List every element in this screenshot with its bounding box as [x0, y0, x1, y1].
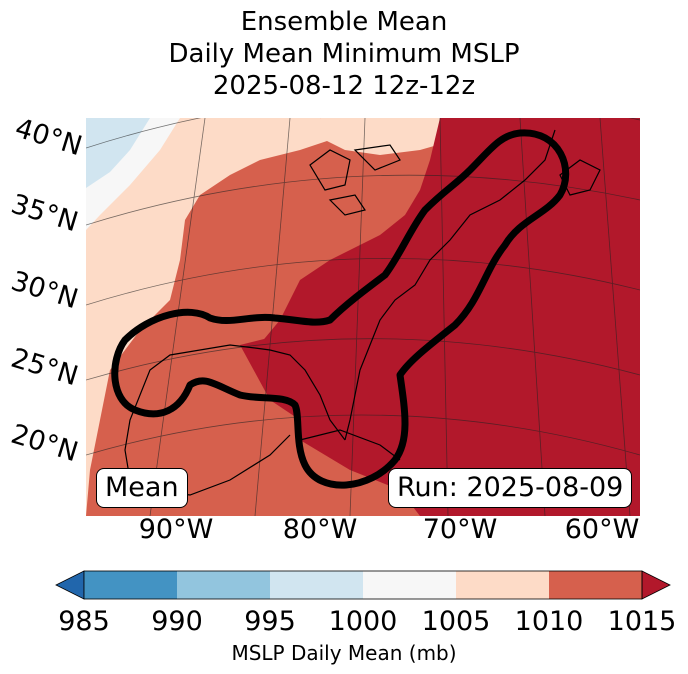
colorbar-cell [363, 571, 456, 599]
colorbar-tick-label: 985 [58, 606, 110, 637]
mslp-contour [111, 129, 570, 489]
colorbar-cell [456, 571, 549, 599]
field-1015-gulf [240, 330, 370, 450]
colorbar-tick-label: 1005 [421, 606, 491, 637]
colorbar-outline [83, 570, 643, 600]
great-lakes [309, 144, 401, 216]
colorbar-cell [177, 571, 270, 599]
colorbar-tick-label: 1000 [328, 606, 398, 637]
colorbar-cell [549, 571, 642, 599]
colorbar-tick-label: 1015 [607, 606, 677, 637]
colorbar-tick-label: 995 [244, 606, 296, 637]
colorbar-cell [84, 571, 177, 599]
title-line-3: 2025-08-12 12z-12z [212, 71, 476, 101]
run-box: Run: 2025-08-09 [388, 468, 633, 508]
gulf-coast [124, 344, 256, 481]
colorbar-extend-low [55, 570, 85, 600]
title-line-2: Daily Mean Minimum MSLP [168, 39, 520, 69]
colorbar-cell [270, 571, 363, 599]
field-1005-north [320, 118, 470, 155]
colorbar-label: MSLP Daily Mean (mb) [231, 641, 457, 665]
colorbar-tick-label: 990 [151, 606, 203, 637]
field-1005 [86, 118, 330, 516]
cuba [299, 429, 401, 461]
lon-label-90: 90°W [138, 514, 214, 545]
mean-box: Mean [96, 468, 188, 508]
florida [254, 347, 346, 441]
us-east-coast [344, 129, 556, 441]
title-line-1: Ensemble Mean [240, 7, 448, 37]
nova-scotia [559, 159, 601, 196]
colorbar-tick-label: 1010 [514, 606, 584, 637]
lon-label-60: 60°W [564, 514, 640, 545]
colorbar-extend-high [641, 570, 671, 600]
lon-label-80: 80°W [282, 514, 358, 545]
field-995 [86, 118, 150, 188]
lon-label-70: 70°W [422, 514, 498, 545]
